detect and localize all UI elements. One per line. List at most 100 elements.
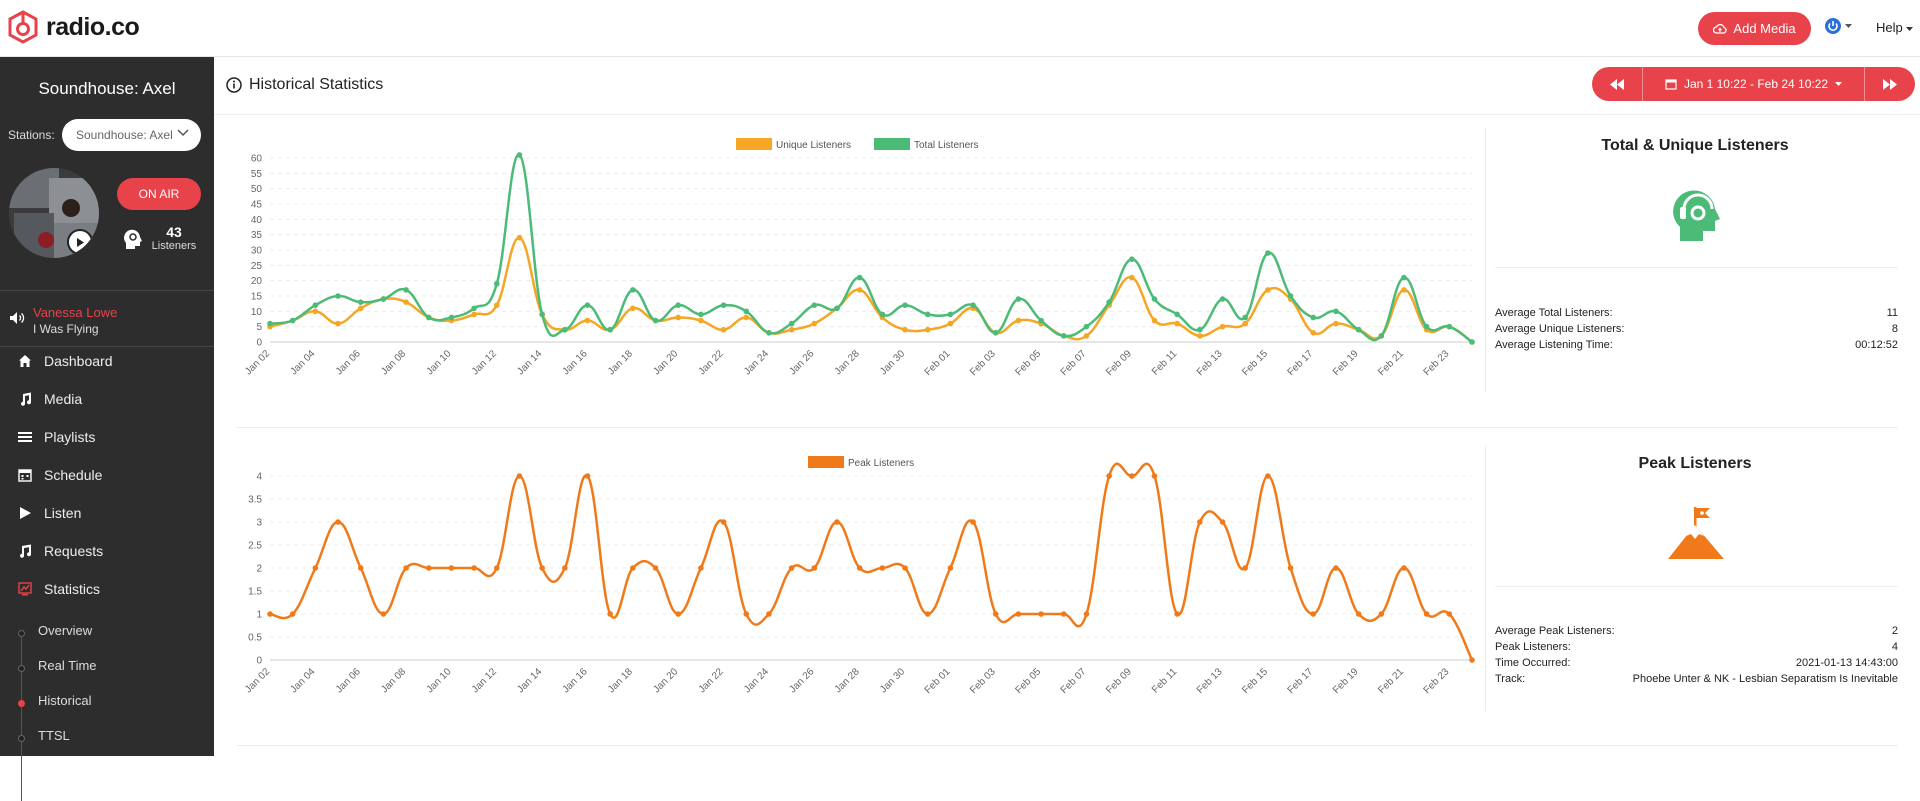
listeners-panel-title: Total & Unique Listeners <box>1601 137 1789 154</box>
data-point <box>267 611 273 617</box>
y-tick-label: 25 <box>251 261 263 272</box>
add-media-button[interactable]: Add Media <box>1698 12 1811 45</box>
data-point <box>1333 565 1339 571</box>
data-point <box>766 330 772 336</box>
sidebar-item-statistics[interactable]: Statistics <box>18 581 100 597</box>
x-tick-label: Jan 16 <box>561 666 590 695</box>
y-tick-label: 2.5 <box>248 541 262 552</box>
sidebar-item-label: Statistics <box>44 581 101 597</box>
account-menu[interactable] <box>1824 17 1852 35</box>
x-tick-label: Feb 09 <box>1104 666 1134 696</box>
x-tick-label: Jan 12 <box>470 666 499 695</box>
x-tick-label: Feb 01 <box>923 348 953 378</box>
on-air-button[interactable]: ON AIR <box>117 178 201 210</box>
x-tick-label: Jan 18 <box>606 666 635 695</box>
data-point <box>947 311 954 318</box>
y-tick-label: 40 <box>251 215 263 226</box>
data-point <box>1265 287 1271 293</box>
listeners-label: Listeners <box>151 240 197 252</box>
help-menu[interactable]: Help <box>1876 20 1914 35</box>
sidebar-item-label: Requests <box>44 543 104 559</box>
sidebar-item-label: Playlists <box>44 429 96 445</box>
x-tick-label: Feb 23 <box>1422 666 1452 696</box>
data-point <box>1174 320 1180 327</box>
panel-divider <box>1495 586 1898 587</box>
x-tick-label: Feb 21 <box>1376 666 1406 696</box>
station-select[interactable]: Soundhouse: Axel <box>62 119 201 151</box>
date-range-picker[interactable]: Jan 1 10:22 - Feb 24 10:22 <box>1642 67 1865 101</box>
data-point <box>471 565 477 571</box>
x-tick-label: Feb 09 <box>1104 348 1134 378</box>
data-point <box>766 611 772 617</box>
sidebar-item-label: Dashboard <box>44 353 113 369</box>
data-point <box>811 320 818 327</box>
top-bar: radio.co Add Media Help <box>0 0 1920 57</box>
info-icon[interactable] <box>226 77 242 93</box>
data-point <box>1469 339 1475 345</box>
title-divider <box>214 114 1920 115</box>
y-tick-label: 1.5 <box>248 587 262 598</box>
next-range-button[interactable] <box>1865 67 1915 101</box>
sidebar-item-requests[interactable]: Requests <box>18 543 103 559</box>
y-tick-label: 0 <box>256 656 262 667</box>
data-point <box>1355 611 1362 617</box>
sidebar-subitem-real-time[interactable]: Real Time <box>38 658 97 673</box>
sidebar-subitem-overview[interactable]: Overview <box>38 623 93 638</box>
section-divider <box>236 745 1898 746</box>
data-point <box>1083 333 1090 339</box>
data-point <box>425 565 432 571</box>
data-point <box>516 152 523 158</box>
y-tick-label: 4 <box>256 472 262 483</box>
stat-average-unique-listeners: Average Unique Listeners: 8 <box>1495 323 1898 335</box>
data-point <box>516 473 523 479</box>
sidebar-divider <box>0 346 214 347</box>
legend-label: Total Listeners <box>914 140 978 151</box>
sidebar-item-schedule[interactable]: Schedule <box>18 467 102 483</box>
sidebar-item-dashboard[interactable]: Dashboard <box>18 353 113 369</box>
x-tick-label: Jan 02 <box>243 348 272 377</box>
sidebar-item-media[interactable]: Media <box>18 391 82 407</box>
stat-peak-listeners: Peak Listeners: 4 <box>1495 641 1898 653</box>
y-tick-label: 50 <box>251 184 263 195</box>
data-point <box>493 565 500 571</box>
series-line <box>269 462 1474 661</box>
x-tick-label: Jan 08 <box>379 348 408 377</box>
listeners-line-chart: 0 5 10 15 20 25 30 35 40 45 50 55 60 Jan 02 Jan 04 Jan … <box>243 138 1475 378</box>
listeners-count: 43 <box>166 224 182 240</box>
data-point <box>675 314 682 321</box>
x-tick-label: Feb 01 <box>923 666 953 696</box>
previous-range-button[interactable] <box>1592 67 1642 101</box>
data-point <box>970 519 976 525</box>
data-point <box>1378 333 1385 339</box>
sub-nav-dot <box>18 735 25 742</box>
x-tick-label: Feb 23 <box>1422 348 1452 378</box>
x-tick-label: Jan 08 <box>379 666 408 695</box>
caret-down-icon <box>1845 23 1852 28</box>
y-tick-label: 60 <box>251 154 263 165</box>
data-point <box>1197 519 1203 525</box>
x-tick-label: Feb 11 <box>1150 348 1180 378</box>
sidebar-subitem-ttsl[interactable]: TTSL <box>38 728 70 743</box>
data-point <box>1083 611 1090 617</box>
legend-label: Unique Listeners <box>776 140 851 151</box>
series-line <box>269 153 1473 344</box>
data-point <box>1151 473 1158 479</box>
data-point <box>403 287 409 293</box>
data-point <box>1469 657 1475 663</box>
cloud-upload-icon <box>1713 23 1728 34</box>
data-point <box>403 565 409 571</box>
data-point <box>743 314 750 321</box>
sidebar-item-playlists[interactable]: Playlists <box>18 429 95 445</box>
legend-label: Peak Listeners <box>848 458 914 469</box>
data-point <box>1015 317 1022 324</box>
data-point <box>675 302 682 308</box>
sidebar-subitem-historical[interactable]: Historical <box>38 693 92 708</box>
artwork-play-button[interactable] <box>67 229 93 255</box>
sidebar-item-listen[interactable]: Listen <box>18 505 81 521</box>
stat-value: 00:12:52 <box>1855 339 1898 351</box>
logo[interactable]: radio.co <box>8 10 140 44</box>
rewind-icon <box>1610 78 1624 90</box>
caret-down-icon <box>1835 81 1843 86</box>
stat-track: Track: Phoebe Unter & NK - Lesbian Separa… <box>1495 673 1898 685</box>
x-tick-label: Feb 03 <box>968 666 998 696</box>
